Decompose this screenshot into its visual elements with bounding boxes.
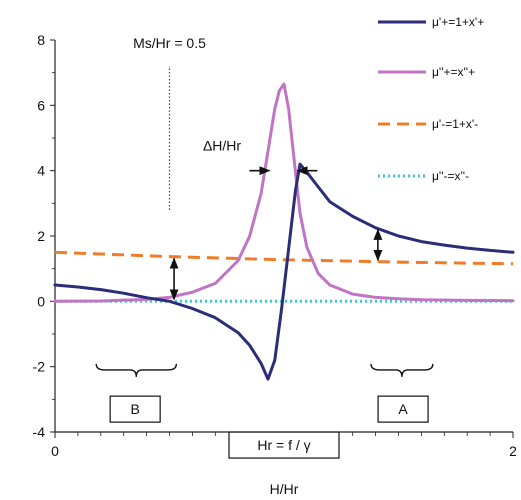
legend: μ'+=1+x'+ μ''+=x''+ μ'-=1+x'- μ''-=x''- xyxy=(378,15,484,183)
box-hr-text: Hr = f / γ xyxy=(257,437,310,453)
box-a-frame xyxy=(377,395,429,423)
y-tick-label: 8 xyxy=(37,32,45,48)
x-axis-label: H/Hr xyxy=(270,481,299,497)
series-line-3 xyxy=(54,250,514,266)
series-line-1 xyxy=(53,162,515,381)
box-hr-frame xyxy=(228,431,340,459)
annotations: Ms/Hr = 0.5 ΔH/Hr B A Hr = f / γ xyxy=(95,35,434,459)
box-a-text: A xyxy=(398,401,408,417)
axes: -4-202468012 xyxy=(33,32,518,459)
ms-label: Ms/Hr = 0.5 xyxy=(133,35,206,51)
series-group xyxy=(53,82,515,381)
x-tick-label: 2 xyxy=(509,443,517,459)
brace-b xyxy=(95,363,178,377)
brace-a xyxy=(370,363,434,377)
legend-label-3: μ'-=1+x'- xyxy=(432,117,478,131)
y-tick-label: 2 xyxy=(37,228,45,244)
y-tick-label: 0 xyxy=(37,293,45,309)
box-b-text: B xyxy=(130,401,139,417)
y-tick-label: 6 xyxy=(37,97,45,113)
series-line-2 xyxy=(53,82,515,303)
legend-label-1: μ'+=1+x'+ xyxy=(432,15,484,29)
y-tick-label: -4 xyxy=(33,424,46,440)
legend-label-4: μ''-=x''- xyxy=(432,169,469,183)
delta-label: ΔH/Hr xyxy=(203,138,241,154)
legend-label-2: μ''+=x''+ xyxy=(432,65,475,79)
y-tick-label: -2 xyxy=(33,359,46,375)
box-b-frame xyxy=(109,395,161,423)
x-tick-label: 0 xyxy=(51,443,59,459)
y-tick-label: 4 xyxy=(37,163,45,179)
